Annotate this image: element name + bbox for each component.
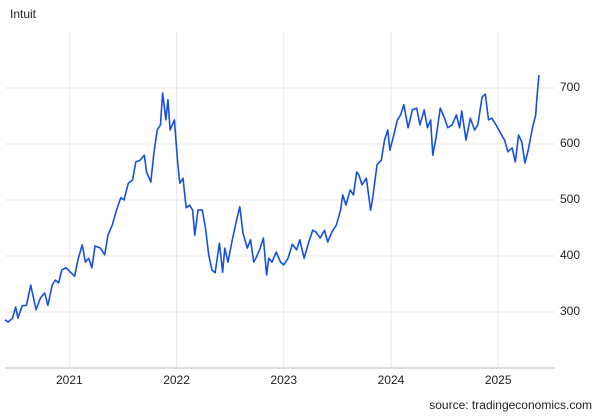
source-note: source: tradingeconomics.com: [429, 398, 592, 412]
y-tick-label: 600: [560, 136, 580, 150]
y-tick-label: 300: [560, 304, 580, 318]
x-tick-label: 2022: [163, 373, 190, 387]
x-tick-label: 2024: [378, 373, 405, 387]
x-tick-label: 2021: [56, 373, 83, 387]
x-tick-label: 2025: [485, 373, 512, 387]
x-tick-label: 2023: [270, 373, 297, 387]
y-tick-label: 500: [560, 192, 580, 206]
chart-title: Intuit: [10, 7, 37, 21]
y-tick-label: 400: [560, 248, 580, 262]
y-tick-label: 700: [560, 80, 580, 94]
price-line: [4, 75, 540, 323]
